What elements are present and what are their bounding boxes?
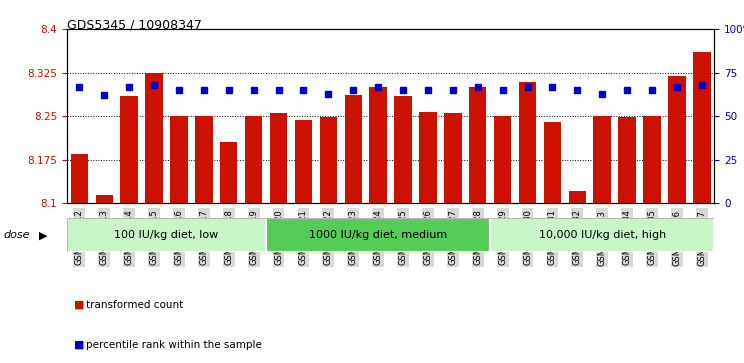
Text: dose: dose bbox=[4, 230, 31, 240]
Bar bbox=[320, 117, 337, 203]
Bar bbox=[444, 113, 461, 203]
Bar bbox=[266, 219, 490, 252]
Text: GDS5345 / 10908347: GDS5345 / 10908347 bbox=[67, 18, 202, 31]
Text: transformed count: transformed count bbox=[86, 300, 183, 310]
Bar bbox=[245, 116, 263, 203]
Bar bbox=[145, 73, 163, 203]
Text: 1000 IU/kg diet, medium: 1000 IU/kg diet, medium bbox=[309, 230, 447, 240]
Bar bbox=[195, 116, 213, 203]
Bar bbox=[668, 76, 686, 203]
Bar bbox=[594, 116, 611, 203]
Bar bbox=[544, 122, 561, 203]
Bar bbox=[295, 120, 312, 203]
Text: ■: ■ bbox=[74, 340, 85, 350]
Bar bbox=[519, 82, 536, 203]
Bar bbox=[71, 154, 88, 203]
Bar bbox=[490, 219, 714, 252]
Bar bbox=[270, 113, 287, 203]
Bar bbox=[220, 142, 237, 203]
Bar bbox=[121, 96, 138, 203]
Text: 100 IU/kg diet, low: 100 IU/kg diet, low bbox=[115, 230, 219, 240]
Bar bbox=[394, 96, 411, 203]
Text: percentile rank within the sample: percentile rank within the sample bbox=[86, 340, 261, 350]
Bar bbox=[95, 195, 113, 203]
Bar bbox=[568, 191, 586, 203]
Bar bbox=[469, 87, 487, 203]
Bar bbox=[67, 219, 266, 252]
Bar bbox=[693, 52, 711, 203]
Bar bbox=[170, 116, 187, 203]
Bar bbox=[644, 116, 661, 203]
Text: ■: ■ bbox=[74, 300, 85, 310]
Bar bbox=[419, 111, 437, 203]
Bar bbox=[370, 87, 387, 203]
Bar bbox=[494, 116, 511, 203]
Text: 10,000 IU/kg diet, high: 10,000 IU/kg diet, high bbox=[539, 230, 666, 240]
Bar bbox=[618, 117, 636, 203]
Text: ▶: ▶ bbox=[39, 230, 47, 240]
Bar bbox=[344, 95, 362, 203]
